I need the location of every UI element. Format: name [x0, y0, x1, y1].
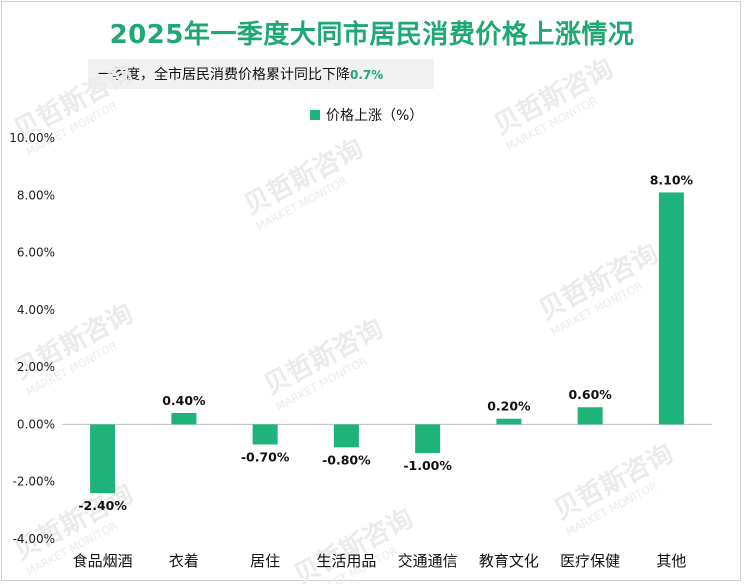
bar-8 — [658, 192, 684, 425]
x-tick-label: 生活用品 — [316, 552, 376, 570]
y-tick-label: 8.00% — [17, 188, 55, 202]
y-tick-label: -2.00% — [13, 475, 55, 489]
legend-swatch — [310, 110, 320, 120]
x-tick-label: 教育文化 — [479, 552, 539, 570]
subtitle-box — [88, 59, 434, 89]
data-label: 0.40% — [162, 393, 206, 408]
y-tick-label: 2.00% — [17, 360, 55, 374]
bar-6 — [496, 418, 522, 425]
data-label: 8.10% — [650, 172, 694, 187]
legend-label: 价格上涨（%） — [326, 108, 423, 124]
subtitle-text: 一季度，全市居民消费价格累计同比下降 — [98, 67, 350, 83]
bar-7 — [577, 407, 603, 425]
bar-4 — [333, 424, 359, 448]
x-tick-label: 交通通信 — [398, 552, 458, 570]
y-tick-label: 4.00% — [17, 303, 55, 317]
data-label: -2.40% — [78, 498, 127, 513]
y-tick-label: -4.00% — [13, 532, 55, 546]
chart-title: 2025年一季度大同市居民消费价格上涨情况 — [109, 20, 635, 50]
subtitle-highlight: 0.7% — [350, 68, 384, 82]
bar-5 — [415, 424, 441, 454]
x-tick-label: 其他 — [656, 552, 686, 570]
x-tick-label: 医疗保健 — [560, 552, 620, 570]
data-label: -0.80% — [322, 452, 371, 467]
x-tick-label: 食品烟酒 — [73, 552, 133, 570]
x-tick-label: 衣着 — [169, 552, 199, 570]
bar-2 — [171, 412, 197, 425]
data-label: -1.00% — [403, 458, 452, 473]
subtitle: 一季度，全市居民消费价格累计同比下降0.7% — [98, 64, 383, 84]
x-tick-label: 居住 — [250, 552, 280, 570]
bar-3 — [252, 424, 278, 445]
y-tick-label: 0.00% — [17, 417, 55, 431]
bar-1 — [90, 424, 116, 494]
y-tick-label: 10.00% — [9, 131, 55, 145]
data-label: 0.20% — [487, 399, 531, 414]
data-label: -0.70% — [241, 449, 290, 464]
y-tick-label: 6.00% — [17, 246, 55, 260]
data-label: 0.60% — [568, 387, 612, 402]
